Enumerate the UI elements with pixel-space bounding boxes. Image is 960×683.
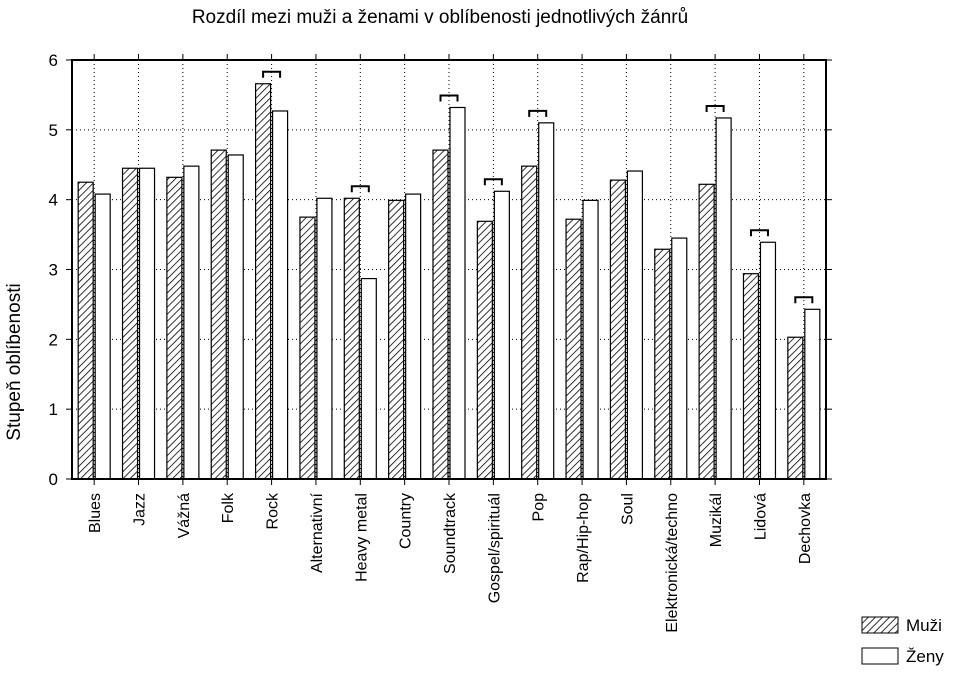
x-tick-label: Vážná [176,493,193,538]
bar-muzi [742,273,760,480]
bar-zeny [138,167,156,480]
bar-zeny [271,110,289,480]
legend: Muži Ženy [861,616,944,666]
bar-zeny [538,122,555,480]
x-tick-label: Blues [87,493,104,533]
bar-zeny [804,308,821,480]
x-tick-label: Muzikál [708,493,725,547]
bar-zeny [405,193,422,480]
x-tick-label: Soul [619,493,636,525]
x-tick-label: Folk [220,492,237,523]
significance-bracket [749,229,769,237]
significance-bracket [483,178,503,186]
bar-zeny [759,241,777,480]
significance-bracket [705,104,725,112]
bar-muzi [698,183,715,480]
significance-bracket [794,296,814,304]
legend-swatch-muzi [861,616,899,634]
significance-bracket [528,109,548,117]
significance-brackets [262,70,814,304]
bar-muzi [521,165,538,480]
bar-zeny [94,193,111,480]
bar-zeny [582,199,599,480]
bar-zeny [671,237,688,480]
significance-bracket [439,94,459,102]
bar-muzi [654,248,671,480]
x-tick-label: Heavy metal [353,493,370,582]
bar-zeny [626,170,644,480]
x-tick-label: Alternativní [309,492,326,573]
x-tick-label: Country [398,493,415,549]
x-tick-label: Lidová [752,493,769,540]
bar-muzi [343,197,360,480]
bar-muzi [254,83,272,480]
bar-zeny [360,277,377,480]
legend-label-zeny: Ženy [906,647,944,666]
x-axis: Blues Jazz Vážná Folk Rock Alternativní Heavy … [87,54,814,633]
bar-muzi [388,199,405,480]
y-tick-label: 5 [49,121,58,140]
y-tick-label: 2 [49,330,58,349]
x-tick-label: Elektronická/techno [664,493,681,633]
bar-muzi [432,149,449,480]
y-tick-label: 6 [49,51,58,70]
bar-muzi [77,181,94,480]
bar-muzi [787,336,804,480]
y-tick-label: 4 [49,191,58,210]
bar-zeny [493,190,510,480]
x-tick-label: Rock [265,492,282,529]
bar-zeny [183,165,200,480]
y-axis: 0 1 2 3 4 5 6 [49,51,832,489]
bar-zeny [227,154,244,480]
bar-muzi [121,167,139,480]
y-tick-label: 1 [49,400,58,419]
chart-title: Rozdíl mezi muži a ženami v oblíbenosti … [192,7,688,28]
bar-muzi [166,176,183,480]
legend-swatch-zeny [861,647,899,665]
bar-muzi [299,216,316,480]
bar-zeny [449,106,466,480]
bar-zeny [715,117,732,480]
bar-zeny [316,197,333,480]
x-tick-label: Dechovka [797,493,814,564]
y-tick-label: 3 [49,261,58,280]
significance-bracket [350,185,370,193]
bar-muzi [565,218,582,480]
y-tick-label: 0 [49,470,58,489]
bar-muzi [609,179,627,480]
x-tick-label: Gospel/spirituál [486,493,503,603]
bars [77,83,821,480]
x-tick-label: Rap/Hip-hop [575,493,592,583]
legend-label-muzi: Muži [906,616,942,635]
y-axis-label: Stupeň oblíbenosti [4,283,25,440]
bar-muzi [210,149,227,480]
bar-muzi [476,220,493,480]
x-tick-label: Soundtrack [442,492,459,574]
significance-bracket [262,70,282,78]
x-tick-label: Jazz [132,493,149,526]
x-tick-label: Pop [531,493,548,522]
